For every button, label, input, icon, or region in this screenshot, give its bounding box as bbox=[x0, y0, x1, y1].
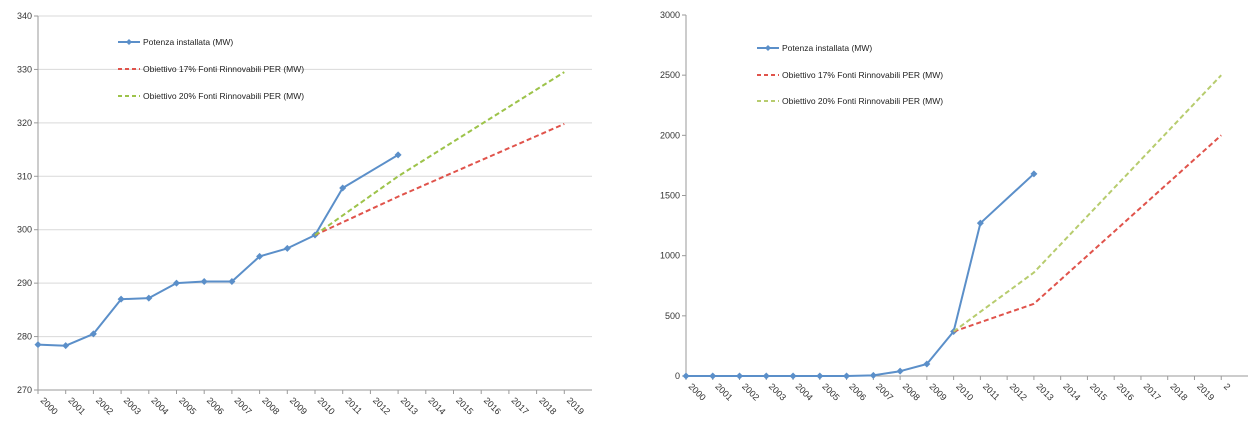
y-tick-label: 500 bbox=[665, 311, 680, 321]
x-tick-label: 2016 bbox=[482, 395, 503, 416]
series-line-2 bbox=[953, 134, 1222, 333]
left-line-chart: 270 280 290 300 310 320 330 340 2000 2001 2002 2003… bbox=[17, 11, 592, 417]
y-tick-label: 340 bbox=[17, 11, 32, 21]
x-tick-label: 2008 bbox=[901, 381, 922, 402]
x-tick-label: 2001 bbox=[66, 395, 87, 416]
x-tick-label: 2017 bbox=[509, 395, 530, 416]
data-point-marker bbox=[145, 294, 153, 302]
legend-label-3: Obiettivo 20% Fonti Rinnovabili PER (MW) bbox=[143, 91, 304, 101]
data-point-marker bbox=[709, 372, 717, 380]
x-tick-label: 2008 bbox=[260, 395, 281, 416]
data-point-marker bbox=[923, 360, 931, 368]
x-tick-label: 2014 bbox=[1061, 381, 1082, 402]
x-tick-label: 2010 bbox=[316, 395, 337, 416]
data-point-marker bbox=[789, 372, 797, 380]
x-tick-label: 2017 bbox=[1142, 381, 1163, 402]
data-point-marker bbox=[394, 151, 402, 159]
legend-label-1: Potenza installata (MW) bbox=[143, 37, 233, 47]
x-tick-label: 2006 bbox=[847, 381, 868, 402]
y-tick-label: 330 bbox=[17, 64, 32, 74]
y-tick-label: 300 bbox=[17, 225, 32, 235]
x-tick-label: 2011 bbox=[981, 381, 1002, 402]
y-tick-label: 2000 bbox=[660, 130, 680, 140]
legend-label-3: Obiettivo 20% Fonti Rinnovabili PER (MW) bbox=[782, 96, 943, 106]
y-tick-label: 1500 bbox=[660, 191, 680, 201]
data-point-marker bbox=[762, 372, 770, 380]
x-tick-label: 2007 bbox=[232, 395, 253, 416]
x-tick-label: 2013 bbox=[399, 395, 420, 416]
x-tick-label: 2009 bbox=[288, 395, 309, 416]
x-tick-label: 2014 bbox=[426, 395, 447, 416]
y-tick-label: 2500 bbox=[660, 70, 680, 80]
data-point-marker bbox=[816, 372, 824, 380]
data-point-marker bbox=[173, 279, 180, 287]
y-tick-label: 270 bbox=[17, 385, 32, 395]
y-tick-label: 320 bbox=[17, 118, 32, 128]
x-tick-label: 2002 bbox=[94, 395, 115, 416]
y-tick-label: 280 bbox=[17, 332, 32, 342]
data-point-marker bbox=[228, 278, 236, 286]
data-point-marker bbox=[1030, 170, 1038, 178]
x-tick-label: 2015 bbox=[454, 395, 475, 416]
data-point-marker bbox=[682, 372, 690, 380]
x-tick-label: 2004 bbox=[149, 395, 170, 416]
data-point-marker bbox=[843, 372, 851, 380]
data-point-marker bbox=[89, 330, 97, 338]
y-tick-label: 310 bbox=[17, 171, 32, 181]
data-point-marker bbox=[62, 342, 70, 350]
x-tick-label: 2003 bbox=[122, 395, 143, 416]
x-tick-label: 2006 bbox=[205, 395, 226, 416]
x-tick-label: 2019 bbox=[565, 395, 586, 416]
data-point-marker bbox=[117, 295, 125, 303]
x-tick-label: 2005 bbox=[177, 395, 198, 416]
x-tick-label: 2013 bbox=[1034, 381, 1055, 402]
x-tick-label: 2012 bbox=[1008, 381, 1029, 402]
series-line-2 bbox=[314, 122, 565, 237]
legend-label-2: Obiettivo 17% Fonti Rinnovabili PER (MW) bbox=[782, 70, 943, 80]
data-point-marker bbox=[339, 184, 347, 192]
legend-label-2: Obiettivo 17% Fonti Rinnovabili PER (MW) bbox=[143, 64, 304, 74]
x-tick-label: 2002 bbox=[740, 381, 761, 402]
series-line-3 bbox=[314, 71, 565, 236]
data-point-marker bbox=[283, 244, 291, 252]
x-tick-label: 2018 bbox=[1168, 381, 1189, 402]
legend-marker bbox=[126, 39, 132, 45]
x-tick-label: 2004 bbox=[794, 381, 815, 402]
y-tick-label: 3000 bbox=[660, 10, 680, 20]
x-tick-label: 2010 bbox=[954, 381, 975, 402]
x-tick-label: 2 bbox=[1222, 381, 1233, 392]
x-tick-label: 2015 bbox=[1088, 381, 1109, 402]
data-point-marker bbox=[256, 252, 264, 260]
x-tick-label: 2000 bbox=[39, 395, 60, 416]
x-tick-label: 2007 bbox=[874, 381, 895, 402]
y-tick-label: 290 bbox=[17, 278, 32, 288]
series-line-3 bbox=[953, 74, 1222, 333]
data-point-marker bbox=[976, 219, 984, 227]
x-tick-label: 2019 bbox=[1195, 381, 1216, 402]
data-point-marker bbox=[736, 372, 744, 380]
legend-marker bbox=[765, 45, 771, 51]
data-point-marker bbox=[200, 278, 208, 286]
data-point-marker bbox=[896, 367, 904, 375]
x-tick-label: 2005 bbox=[820, 381, 841, 402]
x-tick-label: 2018 bbox=[537, 395, 558, 416]
x-tick-label: 2003 bbox=[767, 381, 788, 402]
y-tick-label: 1000 bbox=[660, 251, 680, 261]
legend-label-1: Potenza installata (MW) bbox=[782, 43, 872, 53]
series-line-1 bbox=[37, 154, 399, 347]
x-tick-label: 2000 bbox=[687, 381, 708, 402]
x-tick-label: 2016 bbox=[1115, 381, 1136, 402]
x-tick-label: 2012 bbox=[371, 395, 392, 416]
series-line-1 bbox=[686, 173, 1035, 377]
x-tick-label: 2011 bbox=[343, 395, 364, 416]
x-tick-label: 2001 bbox=[713, 381, 734, 402]
data-point-marker bbox=[34, 341, 42, 349]
data-point-marker bbox=[869, 371, 877, 379]
x-tick-label: 2009 bbox=[927, 381, 948, 402]
y-tick-label: 0 bbox=[675, 371, 680, 381]
